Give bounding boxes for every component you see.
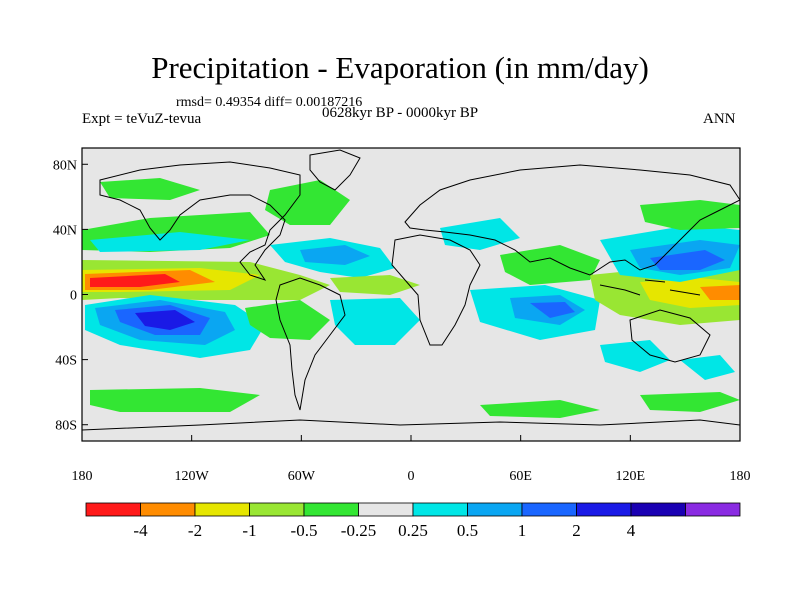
rmsd-diff-stats: rmsd= 0.49354 diff= 0.00187216: [176, 95, 363, 110]
colorbar-swatch: [249, 502, 305, 517]
colorbar-swatch: [303, 502, 359, 517]
coastline-greenland: [309, 149, 361, 191]
axis-ticks: 80N 40N 0 40S 80S 180 120W 60W 0 60E 120E 180: [53, 158, 751, 484]
colorbar-swatch: [630, 502, 686, 517]
colorbar-swatch: [467, 502, 523, 517]
lat-tick-label: 40N: [53, 223, 77, 238]
pme-contour-region: [640, 392, 740, 412]
colorbar: -4 -2 -1 -0.5 -0.25 0.25 0.5 1 2 4: [85, 502, 741, 540]
colorbar-label: -0.5: [291, 521, 318, 540]
colorbar-swatch: [85, 502, 141, 517]
season-label: ANN: [703, 111, 736, 127]
pme-contour-region: [680, 355, 735, 380]
pme-contour-region: [500, 245, 600, 285]
pme-contour-region: [330, 275, 420, 295]
coastline-australia: [629, 309, 711, 363]
coastline-europe-asia: [404, 164, 740, 276]
pme-contour-region: [90, 388, 260, 412]
lon-tick-label: 180: [72, 469, 93, 484]
period-label: 0628kyr BP - 0000kyr BP: [321, 105, 479, 121]
colorbar-swatch: [140, 502, 196, 517]
experiment-label: Expt = teVuZ-tevua: [82, 111, 202, 127]
lat-tick-label: 80S: [55, 419, 77, 434]
pme-contour-region: [530, 302, 575, 318]
pme-contour-region: [135, 310, 195, 330]
lat-tick-label: 80N: [53, 158, 77, 173]
coastline-north-america: [99, 161, 301, 281]
pme-contour-region: [90, 232, 250, 252]
colorbar-label: -4: [133, 521, 148, 540]
pme-contour-region: [100, 178, 200, 200]
colorbar-swatch: [521, 502, 577, 517]
pme-contour-region: [650, 250, 725, 270]
colorbar-label: 4: [627, 521, 636, 540]
lon-tick-label: 180: [730, 469, 751, 484]
lat-tick-label: 40S: [55, 354, 77, 369]
colorbar-swatch: [412, 502, 468, 517]
colorbar-label: -0.25: [341, 521, 376, 540]
lon-tick-label: 0: [408, 469, 415, 484]
pme-contour-region: [330, 298, 420, 345]
coastlines: [82, 149, 740, 431]
colorbar-swatch: [685, 502, 741, 517]
coastline-antarctica: [82, 419, 740, 431]
colorbar-swatch: [358, 502, 414, 517]
coastline-africa: [391, 234, 481, 346]
lon-tick-label: 120E: [616, 469, 646, 484]
plot-title: Precipitation - Evaporation (in mm/day): [151, 50, 649, 85]
lat-tick-label: 0: [70, 289, 77, 304]
pme-contour-fills: [82, 178, 740, 418]
pme-contour-region: [640, 200, 740, 230]
pme-contour-region: [90, 274, 180, 287]
colorbar-label: 2: [572, 521, 581, 540]
pme-contour-region: [300, 245, 370, 265]
pme-contour-region: [480, 400, 600, 418]
colorbar-label: 0.25: [398, 521, 428, 540]
lon-tick-label: 120W: [175, 469, 210, 484]
coastline-maritime-islands: [599, 279, 701, 296]
colorbar-label: -1: [242, 521, 256, 540]
lon-tick-label: 60W: [288, 469, 316, 484]
colorbar-label: -2: [188, 521, 202, 540]
pme-contour-region: [700, 285, 740, 300]
pme-contour-region: [600, 340, 670, 372]
pme-contour-region: [245, 300, 330, 340]
colorbar-label: 0.5: [457, 521, 478, 540]
colorbar-swatch: [576, 502, 632, 517]
colorbar-label: 1: [518, 521, 527, 540]
colorbar-swatch: [194, 502, 250, 517]
coastline-south-america: [275, 277, 346, 411]
map-panel: 80N 40N 0 40S 80S 180 120W 60W 0 60E 120E 180: [53, 147, 751, 484]
lon-tick-label: 60E: [509, 469, 532, 484]
